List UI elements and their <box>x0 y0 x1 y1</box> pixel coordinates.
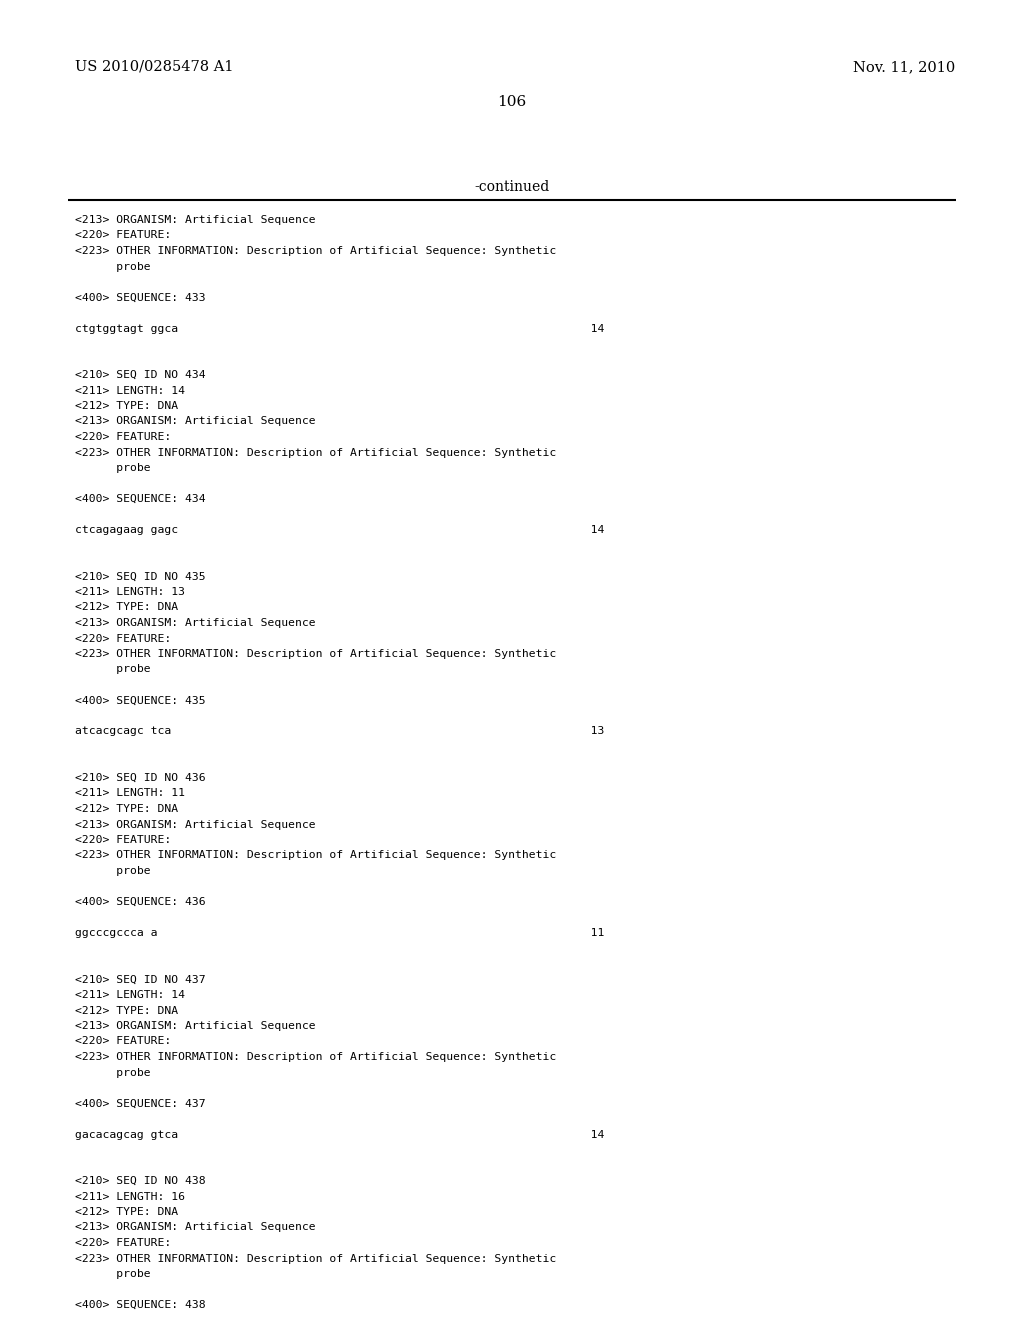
Text: ctcagagaag gagc                                                            14: ctcagagaag gagc 14 <box>75 525 604 535</box>
Text: <223> OTHER INFORMATION: Description of Artificial Sequence: Synthetic: <223> OTHER INFORMATION: Description of … <box>75 649 556 659</box>
Text: probe: probe <box>75 261 151 272</box>
Text: <212> TYPE: DNA: <212> TYPE: DNA <box>75 602 178 612</box>
Text: -continued: -continued <box>474 180 550 194</box>
Text: atcacgcagc tca                                                             13: atcacgcagc tca 13 <box>75 726 604 737</box>
Text: <223> OTHER INFORMATION: Description of Artificial Sequence: Synthetic: <223> OTHER INFORMATION: Description of … <box>75 1254 556 1263</box>
Text: <220> FEATURE:: <220> FEATURE: <box>75 1238 171 1247</box>
Text: probe: probe <box>75 664 151 675</box>
Text: gacacagcag gtca                                                            14: gacacagcag gtca 14 <box>75 1130 604 1139</box>
Text: US 2010/0285478 A1: US 2010/0285478 A1 <box>75 59 233 74</box>
Text: <220> FEATURE:: <220> FEATURE: <box>75 1036 171 1047</box>
Text: <400> SEQUENCE: 433: <400> SEQUENCE: 433 <box>75 293 206 302</box>
Text: <220> FEATURE:: <220> FEATURE: <box>75 836 171 845</box>
Text: <223> OTHER INFORMATION: Description of Artificial Sequence: Synthetic: <223> OTHER INFORMATION: Description of … <box>75 850 556 861</box>
Text: <212> TYPE: DNA: <212> TYPE: DNA <box>75 1006 178 1015</box>
Text: <223> OTHER INFORMATION: Description of Artificial Sequence: Synthetic: <223> OTHER INFORMATION: Description of … <box>75 246 556 256</box>
Text: <213> ORGANISM: Artificial Sequence: <213> ORGANISM: Artificial Sequence <box>75 215 315 224</box>
Text: ggcccgccca a                                                               11: ggcccgccca a 11 <box>75 928 604 939</box>
Text: <210> SEQ ID NO 436: <210> SEQ ID NO 436 <box>75 774 206 783</box>
Text: probe: probe <box>75 463 151 473</box>
Text: <212> TYPE: DNA: <212> TYPE: DNA <box>75 401 178 411</box>
Text: probe: probe <box>75 1269 151 1279</box>
Text: <400> SEQUENCE: 435: <400> SEQUENCE: 435 <box>75 696 206 705</box>
Text: <400> SEQUENCE: 436: <400> SEQUENCE: 436 <box>75 898 206 907</box>
Text: probe: probe <box>75 866 151 876</box>
Text: <213> ORGANISM: Artificial Sequence: <213> ORGANISM: Artificial Sequence <box>75 1222 315 1233</box>
Text: <211> LENGTH: 14: <211> LENGTH: 14 <box>75 385 185 396</box>
Text: <220> FEATURE:: <220> FEATURE: <box>75 432 171 442</box>
Text: <213> ORGANISM: Artificial Sequence: <213> ORGANISM: Artificial Sequence <box>75 820 315 829</box>
Text: <223> OTHER INFORMATION: Description of Artificial Sequence: Synthetic: <223> OTHER INFORMATION: Description of … <box>75 447 556 458</box>
Text: <212> TYPE: DNA: <212> TYPE: DNA <box>75 804 178 814</box>
Text: ctgtggtagt ggca                                                            14: ctgtggtagt ggca 14 <box>75 323 604 334</box>
Text: <213> ORGANISM: Artificial Sequence: <213> ORGANISM: Artificial Sequence <box>75 417 315 426</box>
Text: <212> TYPE: DNA: <212> TYPE: DNA <box>75 1206 178 1217</box>
Text: <213> ORGANISM: Artificial Sequence: <213> ORGANISM: Artificial Sequence <box>75 618 315 628</box>
Text: 106: 106 <box>498 95 526 110</box>
Text: <210> SEQ ID NO 437: <210> SEQ ID NO 437 <box>75 974 206 985</box>
Text: <400> SEQUENCE: 434: <400> SEQUENCE: 434 <box>75 494 206 504</box>
Text: <211> LENGTH: 14: <211> LENGTH: 14 <box>75 990 185 1001</box>
Text: <400> SEQUENCE: 437: <400> SEQUENCE: 437 <box>75 1098 206 1109</box>
Text: <211> LENGTH: 13: <211> LENGTH: 13 <box>75 587 185 597</box>
Text: probe: probe <box>75 1068 151 1077</box>
Text: <220> FEATURE:: <220> FEATURE: <box>75 231 171 240</box>
Text: <210> SEQ ID NO 434: <210> SEQ ID NO 434 <box>75 370 206 380</box>
Text: <210> SEQ ID NO 438: <210> SEQ ID NO 438 <box>75 1176 206 1185</box>
Text: Nov. 11, 2010: Nov. 11, 2010 <box>853 59 955 74</box>
Text: <223> OTHER INFORMATION: Description of Artificial Sequence: Synthetic: <223> OTHER INFORMATION: Description of … <box>75 1052 556 1063</box>
Text: <400> SEQUENCE: 438: <400> SEQUENCE: 438 <box>75 1300 206 1309</box>
Text: <213> ORGANISM: Artificial Sequence: <213> ORGANISM: Artificial Sequence <box>75 1020 315 1031</box>
Text: <211> LENGTH: 11: <211> LENGTH: 11 <box>75 788 185 799</box>
Text: <220> FEATURE:: <220> FEATURE: <box>75 634 171 644</box>
Text: <210> SEQ ID NO 435: <210> SEQ ID NO 435 <box>75 572 206 582</box>
Text: <211> LENGTH: 16: <211> LENGTH: 16 <box>75 1192 185 1201</box>
